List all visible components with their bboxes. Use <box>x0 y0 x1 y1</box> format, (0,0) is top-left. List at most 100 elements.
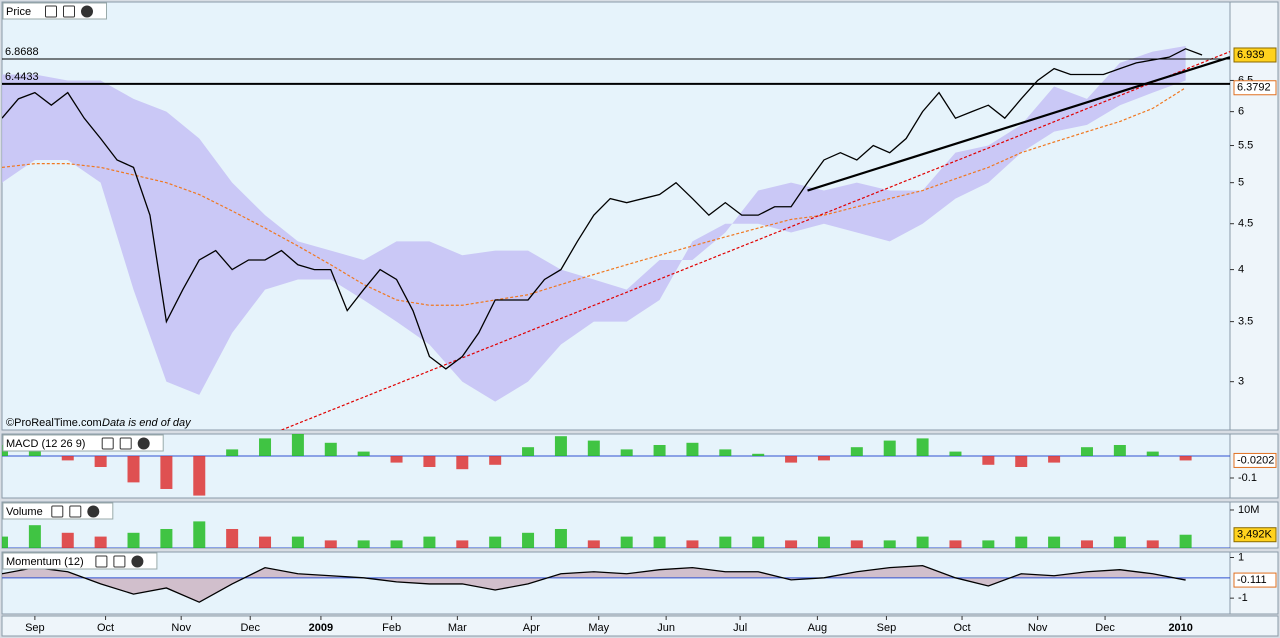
last-value-box <box>1233 80 1277 96</box>
bar <box>817 455 830 461</box>
bar <box>785 540 798 548</box>
last-value-box <box>1233 527 1277 543</box>
bar <box>1048 455 1061 463</box>
x-tick-label: Dec <box>1095 622 1115 634</box>
bar <box>61 532 74 548</box>
bar <box>620 449 633 456</box>
x-tick-label: Sep <box>877 622 897 634</box>
bar <box>817 536 830 548</box>
bar <box>1113 444 1126 456</box>
bar <box>883 440 896 456</box>
plot-area <box>2 434 1230 496</box>
panel-background <box>1 433 1231 499</box>
panel-icon-close <box>137 437 150 450</box>
bar <box>686 540 699 548</box>
panel-icon-window <box>119 437 132 450</box>
y-tick-label: 6 <box>1238 106 1244 118</box>
bar <box>587 440 600 456</box>
last-value-box <box>1233 572 1277 588</box>
trendline <box>281 51 1230 430</box>
x-tick-label: Aug <box>808 622 828 634</box>
y-tick-label: 10M <box>1238 504 1259 516</box>
bar <box>160 528 173 548</box>
bar <box>423 455 436 467</box>
last-value-label: 6.3792 <box>1237 82 1271 94</box>
footer: ©ProRealTime.com <box>6 417 102 429</box>
bar <box>160 455 173 489</box>
bar <box>423 536 436 548</box>
x-tick-label: Jul <box>733 622 747 634</box>
panel-title: MACD (12 26 9) <box>6 438 85 450</box>
bar <box>1015 536 1028 548</box>
bar <box>982 540 995 548</box>
y-tick-label: -0.1 <box>1238 472 1257 484</box>
bar <box>259 438 272 456</box>
bar <box>291 536 304 548</box>
bar <box>1113 536 1126 548</box>
x-tick-label: May <box>588 622 609 634</box>
price-line <box>2 48 1203 370</box>
x-tick-label: Jun <box>657 622 675 634</box>
axis-background <box>1229 1 1279 431</box>
x-tick-label: Oct <box>953 622 970 634</box>
x-tick-label: 2010 <box>1168 622 1192 634</box>
bar <box>554 528 567 548</box>
last-value-label: 6.939 <box>1237 49 1265 61</box>
panel-icon-window <box>113 555 126 568</box>
bar <box>1080 447 1093 456</box>
y-tick-label: 4.5 <box>1238 218 1253 230</box>
bar <box>686 442 699 456</box>
bar <box>193 455 206 496</box>
panel-icon-close <box>131 555 144 568</box>
bar <box>390 455 403 463</box>
x-axis-background <box>1 615 1279 637</box>
bar <box>193 521 206 548</box>
bar <box>1048 536 1061 548</box>
bar <box>1146 540 1159 548</box>
bar <box>2 536 8 548</box>
bar <box>61 455 74 461</box>
bollinger-band <box>2 46 1186 402</box>
bar <box>522 532 535 548</box>
bar <box>1080 540 1093 548</box>
bar <box>752 536 765 548</box>
bar <box>94 455 107 467</box>
x-tick-label: 2009 <box>309 622 333 634</box>
bar <box>489 536 502 548</box>
footer-note: Data is end of day <box>102 417 192 429</box>
bar <box>522 447 535 456</box>
x-tick-label: Oct <box>97 622 114 634</box>
last-value-box <box>1233 47 1277 63</box>
bar <box>785 455 798 463</box>
panel-icon-wrench <box>101 437 114 450</box>
price-line <box>2 564 1186 603</box>
panel-icon-close <box>87 505 100 518</box>
momentum-area <box>2 565 1186 603</box>
panel-title: Volume <box>6 506 43 518</box>
bar <box>226 528 239 548</box>
bar <box>916 536 929 548</box>
bar <box>324 442 337 456</box>
bar <box>94 536 107 548</box>
bar <box>1146 451 1159 456</box>
x-tick-label: Sep <box>25 622 45 634</box>
bar <box>850 447 863 456</box>
bar <box>719 449 732 456</box>
bar <box>390 540 403 548</box>
y-tick-label: 1 <box>1238 551 1244 563</box>
y-tick-label: 5 <box>1238 177 1244 189</box>
bar <box>653 536 666 548</box>
bar <box>916 438 929 456</box>
bar <box>883 540 896 548</box>
plot-area <box>2 46 1230 430</box>
last-value-label: -0.0202 <box>1237 454 1274 466</box>
plot-area <box>2 521 1230 548</box>
bar <box>324 540 337 548</box>
bar <box>1179 534 1192 548</box>
bar <box>587 540 600 548</box>
panel-title: Momentum (12) <box>6 556 84 568</box>
last-value-label: 3,492K <box>1237 529 1273 541</box>
bar <box>1179 455 1192 461</box>
panel-icon-window <box>63 5 75 18</box>
